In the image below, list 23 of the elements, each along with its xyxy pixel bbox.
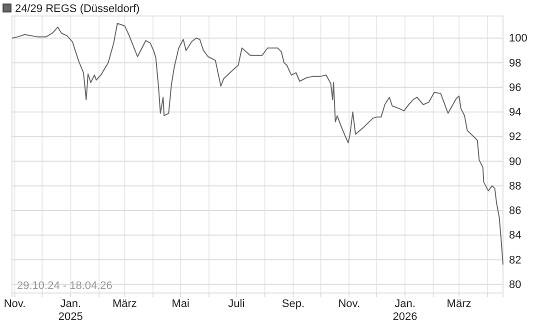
x-tick-label: Nov.: [4, 298, 26, 310]
y-tick-label: 84: [509, 230, 522, 242]
legend-label: 24/29 REGS (Düsseldorf): [15, 3, 140, 15]
x-tick-label: Jan. 2026: [392, 298, 418, 323]
y-tick-label: 96: [509, 82, 522, 94]
x-tick-label: Nov.: [338, 298, 360, 310]
x-tick-label: März: [446, 298, 472, 310]
y-tick-label: 100: [509, 32, 528, 45]
x-tick-label: Jan. 2025: [58, 298, 83, 323]
annotation: 29.10.24 - 18.04.26: [17, 280, 112, 292]
x-tick-label: Mai: [172, 298, 190, 310]
y-tick-label: 88: [509, 180, 522, 192]
y-tick-label: 82: [509, 254, 522, 266]
x-tick-label: Juli: [228, 298, 245, 310]
y-tick-label: 92: [509, 131, 522, 144]
y-tick-label: 90: [509, 156, 522, 168]
y-tick-label: 80: [509, 278, 522, 291]
line-series: [12, 22, 504, 266]
y-tick-label: 86: [509, 205, 522, 218]
y-tick-label: 98: [509, 57, 522, 70]
x-tick-label: März: [112, 298, 137, 310]
x-tick-label: Sep.: [282, 298, 305, 310]
y-tick-label: 94: [509, 106, 522, 119]
